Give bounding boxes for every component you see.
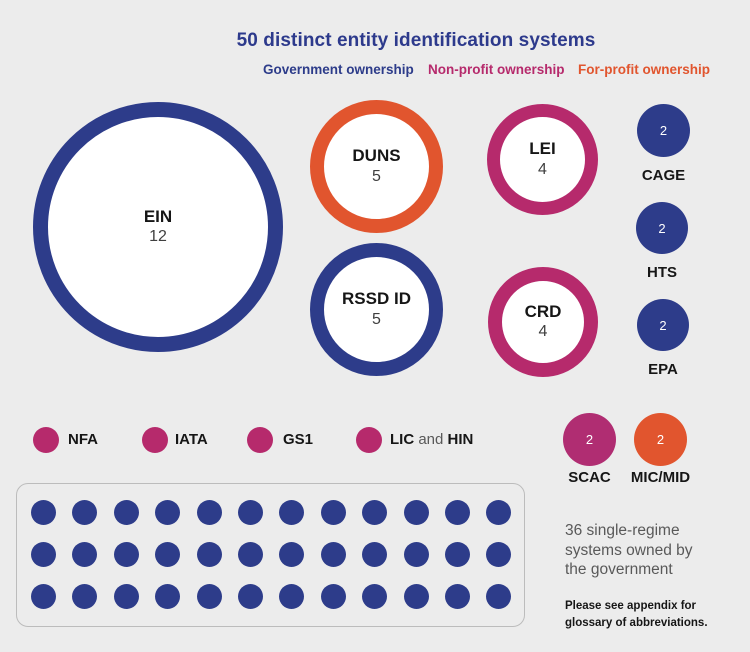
government-system-dot bbox=[403, 584, 429, 609]
dot-gs1-label: GS1 bbox=[283, 431, 314, 448]
bubble-cage: 2 bbox=[637, 104, 690, 157]
government-system-dot bbox=[444, 584, 470, 609]
government-system-dot bbox=[113, 542, 139, 567]
bubble-scac-value: 2 bbox=[585, 432, 594, 447]
bubble-hts: 2 bbox=[636, 202, 688, 254]
government-system-dot bbox=[237, 584, 263, 609]
government-system-dot bbox=[486, 542, 512, 567]
bubble-mic-mid-value: 2 bbox=[656, 432, 665, 447]
government-system-dot bbox=[320, 500, 346, 525]
government-system-dot bbox=[237, 500, 263, 525]
dot-lic-hin-label: LIC and HIN bbox=[390, 431, 473, 448]
dot-nfa-label: NFA bbox=[68, 431, 98, 448]
government-system-dot bbox=[237, 542, 263, 567]
government-system-dot bbox=[444, 500, 470, 525]
government-system-dot bbox=[196, 584, 222, 609]
government-system-dot bbox=[362, 542, 388, 567]
government-system-dot bbox=[72, 542, 98, 567]
bubble-rssd-id-value: 5 bbox=[372, 310, 381, 328]
government-system-dot bbox=[279, 542, 305, 567]
government-system-dot bbox=[31, 542, 56, 567]
bubble-duns-value: 5 bbox=[372, 167, 381, 185]
legend-forprofit-ownership: For-profit ownership bbox=[578, 62, 710, 77]
dot-grid-row bbox=[31, 542, 524, 567]
hin-label: HIN bbox=[447, 431, 474, 448]
bubble-cage-value: 2 bbox=[659, 123, 668, 138]
government-system-dot bbox=[444, 542, 470, 567]
legend-government-ownership: Government ownership bbox=[263, 62, 414, 77]
bubble-cage-label: CAGE bbox=[641, 167, 686, 184]
government-system-dot bbox=[279, 584, 305, 609]
bubble-crd: CRD 4 bbox=[488, 267, 598, 377]
bubble-crd-value: 4 bbox=[538, 323, 548, 341]
government-system-dot bbox=[486, 500, 512, 525]
government-system-dot bbox=[113, 500, 139, 525]
bubble-scac-label: SCAC bbox=[568, 469, 611, 486]
bubble-epa: 2 bbox=[637, 299, 689, 351]
dot-nfa bbox=[33, 427, 59, 453]
bubble-mic-mid-label: MIC/MID bbox=[630, 469, 691, 486]
bubble-crd-label: CRD bbox=[524, 301, 562, 321]
bubble-lei-value: 4 bbox=[538, 160, 547, 178]
dot-iata-label: IATA bbox=[175, 431, 208, 448]
bubble-scac: 2 bbox=[563, 413, 616, 466]
dot-grid-row bbox=[31, 584, 524, 609]
legend-nonprofit-ownership: Non-profit ownership bbox=[428, 62, 565, 77]
dot-grid-row bbox=[31, 500, 524, 525]
dot-lic-hin bbox=[356, 427, 382, 453]
government-system-dot bbox=[196, 542, 222, 567]
dot-iata bbox=[142, 427, 168, 453]
government-system-dot bbox=[362, 500, 388, 525]
government-system-dot bbox=[403, 500, 429, 525]
bubble-lei-label: LEI bbox=[529, 139, 556, 159]
bubble-lei: LEI 4 bbox=[487, 104, 598, 215]
bubble-epa-value: 2 bbox=[659, 317, 667, 333]
lic-label: LIC bbox=[390, 431, 415, 448]
government-system-dot bbox=[155, 584, 181, 609]
lic-hin-connector: and bbox=[414, 431, 448, 448]
government-system-dot bbox=[320, 584, 346, 609]
government-system-dot bbox=[31, 500, 56, 525]
bubble-rssd-id-label: RSSD ID bbox=[342, 289, 411, 309]
bubble-rssd-id: RSSD ID 5 bbox=[310, 243, 443, 376]
bubble-ein-value: 12 bbox=[149, 228, 167, 246]
bubble-ein-label: EIN bbox=[143, 206, 173, 226]
government-system-dot bbox=[155, 542, 181, 567]
government-system-dot bbox=[113, 584, 139, 609]
government-system-dot bbox=[155, 500, 181, 525]
government-system-dot bbox=[362, 584, 388, 609]
government-system-dot bbox=[31, 584, 56, 609]
bubble-duns: DUNS 5 bbox=[310, 100, 443, 233]
page-title: 50 distinct entity identification system… bbox=[236, 30, 596, 51]
bubble-duns-label: DUNS bbox=[352, 146, 401, 166]
government-system-dot bbox=[320, 542, 346, 567]
dot-gs1 bbox=[247, 427, 273, 453]
grid-caption: 36 single-regime systems owned by the go… bbox=[565, 522, 693, 579]
bubble-hts-label: HTS bbox=[647, 264, 677, 281]
government-system-dot bbox=[403, 542, 429, 567]
bubble-ein: EIN 12 bbox=[33, 102, 283, 352]
government-system-dot bbox=[196, 500, 222, 525]
bubble-mic-mid: 2 bbox=[634, 413, 687, 466]
appendix-footnote: Please see appendix for glossary of abbr… bbox=[565, 600, 708, 629]
government-system-dot bbox=[72, 584, 98, 609]
bubble-epa-label: EPA bbox=[648, 361, 678, 378]
bubble-hts-value: 2 bbox=[658, 220, 666, 236]
government-system-dot bbox=[486, 584, 512, 609]
government-system-dot bbox=[279, 500, 305, 525]
dot-grid bbox=[16, 483, 525, 627]
government-system-dot bbox=[72, 500, 98, 525]
